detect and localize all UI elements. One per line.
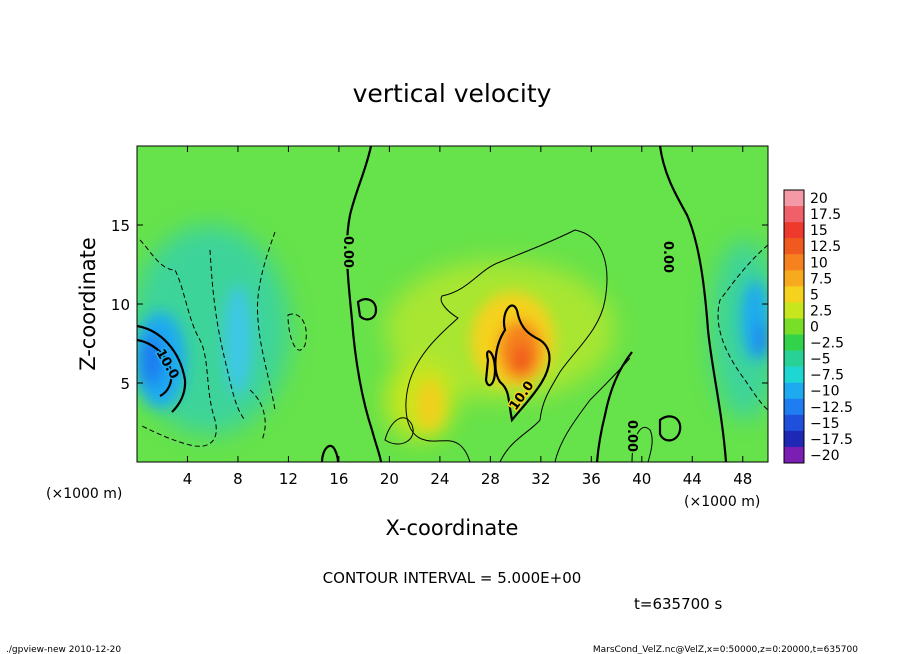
contour-label: 0.00 xyxy=(624,420,639,452)
colorbar-label: −15 xyxy=(810,416,840,432)
negative-contour xyxy=(249,389,266,441)
colorbar-label: −2.5 xyxy=(810,336,844,352)
contour-label: 0.00 xyxy=(660,241,675,273)
negative-contour xyxy=(717,244,768,411)
x-tick-label: 32 xyxy=(531,470,550,488)
x-tick-label: 36 xyxy=(582,470,601,488)
colorbar-segment xyxy=(784,190,804,207)
y-axis-title: Z-coordinate xyxy=(76,237,100,371)
colorbar-label: 15 xyxy=(810,223,828,239)
colorbar-segment xyxy=(784,286,804,303)
contour-label: 0.00 xyxy=(340,236,355,268)
x-axis: 4 8 12 16 20 24 28 32 36 40 44 48 xyxy=(183,146,752,488)
x-tick-label: 28 xyxy=(481,470,500,488)
contour-minus-10 xyxy=(137,338,173,397)
colorbar-label: 17.5 xyxy=(810,207,841,223)
plot-area: 0.00 0.00 10.0 10.0 0.00 xyxy=(137,146,768,462)
footer-left: ./gpview-new 2010-12-20 xyxy=(6,645,121,654)
colorbar-label: 2.5 xyxy=(810,303,832,319)
colorbar-label: −7.5 xyxy=(810,368,844,384)
zero-contour xyxy=(658,146,728,462)
colorbar-segment xyxy=(784,382,804,400)
time-label: t=635700 s xyxy=(634,595,722,613)
colorbar-label: −17.5 xyxy=(810,432,853,448)
colorbar-segment xyxy=(784,446,804,464)
contour-10 xyxy=(494,304,551,423)
x-tick-label: 24 xyxy=(430,470,449,488)
colorbar-label: −5 xyxy=(810,352,831,368)
strong-uplift-core xyxy=(512,344,532,376)
colorbar-frame xyxy=(783,189,805,464)
colorbar-segment xyxy=(784,302,804,319)
negative-contour xyxy=(209,249,246,421)
x-axis-title: X-coordinate xyxy=(386,516,519,540)
x-axis-unit: (×1000 m) xyxy=(684,494,760,510)
x-tick-label: 12 xyxy=(279,470,298,488)
downdraft-zone xyxy=(140,334,164,386)
colorbar-label: 12.5 xyxy=(810,239,841,255)
colorbar-label: 5 xyxy=(810,287,819,303)
zero-contour xyxy=(320,444,340,462)
colorbar-segment xyxy=(784,318,804,335)
y-axis-unit: (×1000 m) xyxy=(46,486,122,502)
colorbar-segment xyxy=(784,206,804,223)
zero-contour xyxy=(658,415,682,442)
colorbar-segment xyxy=(784,254,804,271)
colorbar-segment xyxy=(784,238,804,255)
footer-right: MarsCond_VelZ.nc@VelZ,x=0:50000,z=0:2000… xyxy=(593,645,858,654)
x-tick-label: 8 xyxy=(233,470,243,488)
contour-5 xyxy=(384,417,414,445)
uplift-zone xyxy=(416,379,444,431)
y-tick-label: 15 xyxy=(111,217,130,235)
colorbar-segment xyxy=(784,334,804,351)
colorbar-segment xyxy=(784,430,804,448)
colorbar-segment xyxy=(784,222,804,239)
colorbar-label: −20 xyxy=(810,448,840,464)
colorbar-label: 7.5 xyxy=(810,271,832,287)
x-tick-label: 48 xyxy=(733,470,752,488)
x-tick-label: 40 xyxy=(632,470,651,488)
colorbar-label: 10 xyxy=(810,255,828,271)
chart-title: vertical velocity xyxy=(353,79,552,108)
negative-contour xyxy=(287,313,307,351)
contour-5 xyxy=(405,229,608,462)
colorbar-segment xyxy=(784,398,804,416)
colorbar: 2017.51512.5107.552.50−2.5−5−7.5−10−12.5… xyxy=(783,189,853,464)
downdraft-zone xyxy=(224,285,252,395)
x-tick-label: 44 xyxy=(683,470,702,488)
x-tick-label: 4 xyxy=(183,470,193,488)
colorbar-label: 0 xyxy=(810,320,819,336)
colorbar-label: −12.5 xyxy=(810,400,853,416)
contour-5 xyxy=(554,357,631,462)
x-tick-label: 20 xyxy=(380,470,399,488)
colorbar-segment xyxy=(784,270,804,287)
colorbar-segment xyxy=(784,350,804,367)
colorbar-segment xyxy=(784,414,804,432)
negative-contour xyxy=(256,231,276,411)
y-tick-label: 10 xyxy=(111,296,130,314)
colorbar-label: −10 xyxy=(810,384,840,400)
zero-contour xyxy=(345,146,383,462)
contour-10 xyxy=(484,350,497,387)
contour-5 xyxy=(631,427,653,462)
colorbar-segment xyxy=(784,366,804,384)
contour-interval-text: CONTOUR INTERVAL = 5.000E+00 xyxy=(323,569,582,587)
downdraft-zone xyxy=(756,322,768,358)
colorbar-label: 20 xyxy=(810,191,828,207)
x-tick-label: 16 xyxy=(329,470,348,488)
y-tick-label: 5 xyxy=(120,375,130,393)
zero-contour xyxy=(137,324,187,413)
y-axis: 5 10 15 xyxy=(111,217,768,393)
negative-contour xyxy=(139,239,217,447)
zero-contour xyxy=(356,298,378,321)
